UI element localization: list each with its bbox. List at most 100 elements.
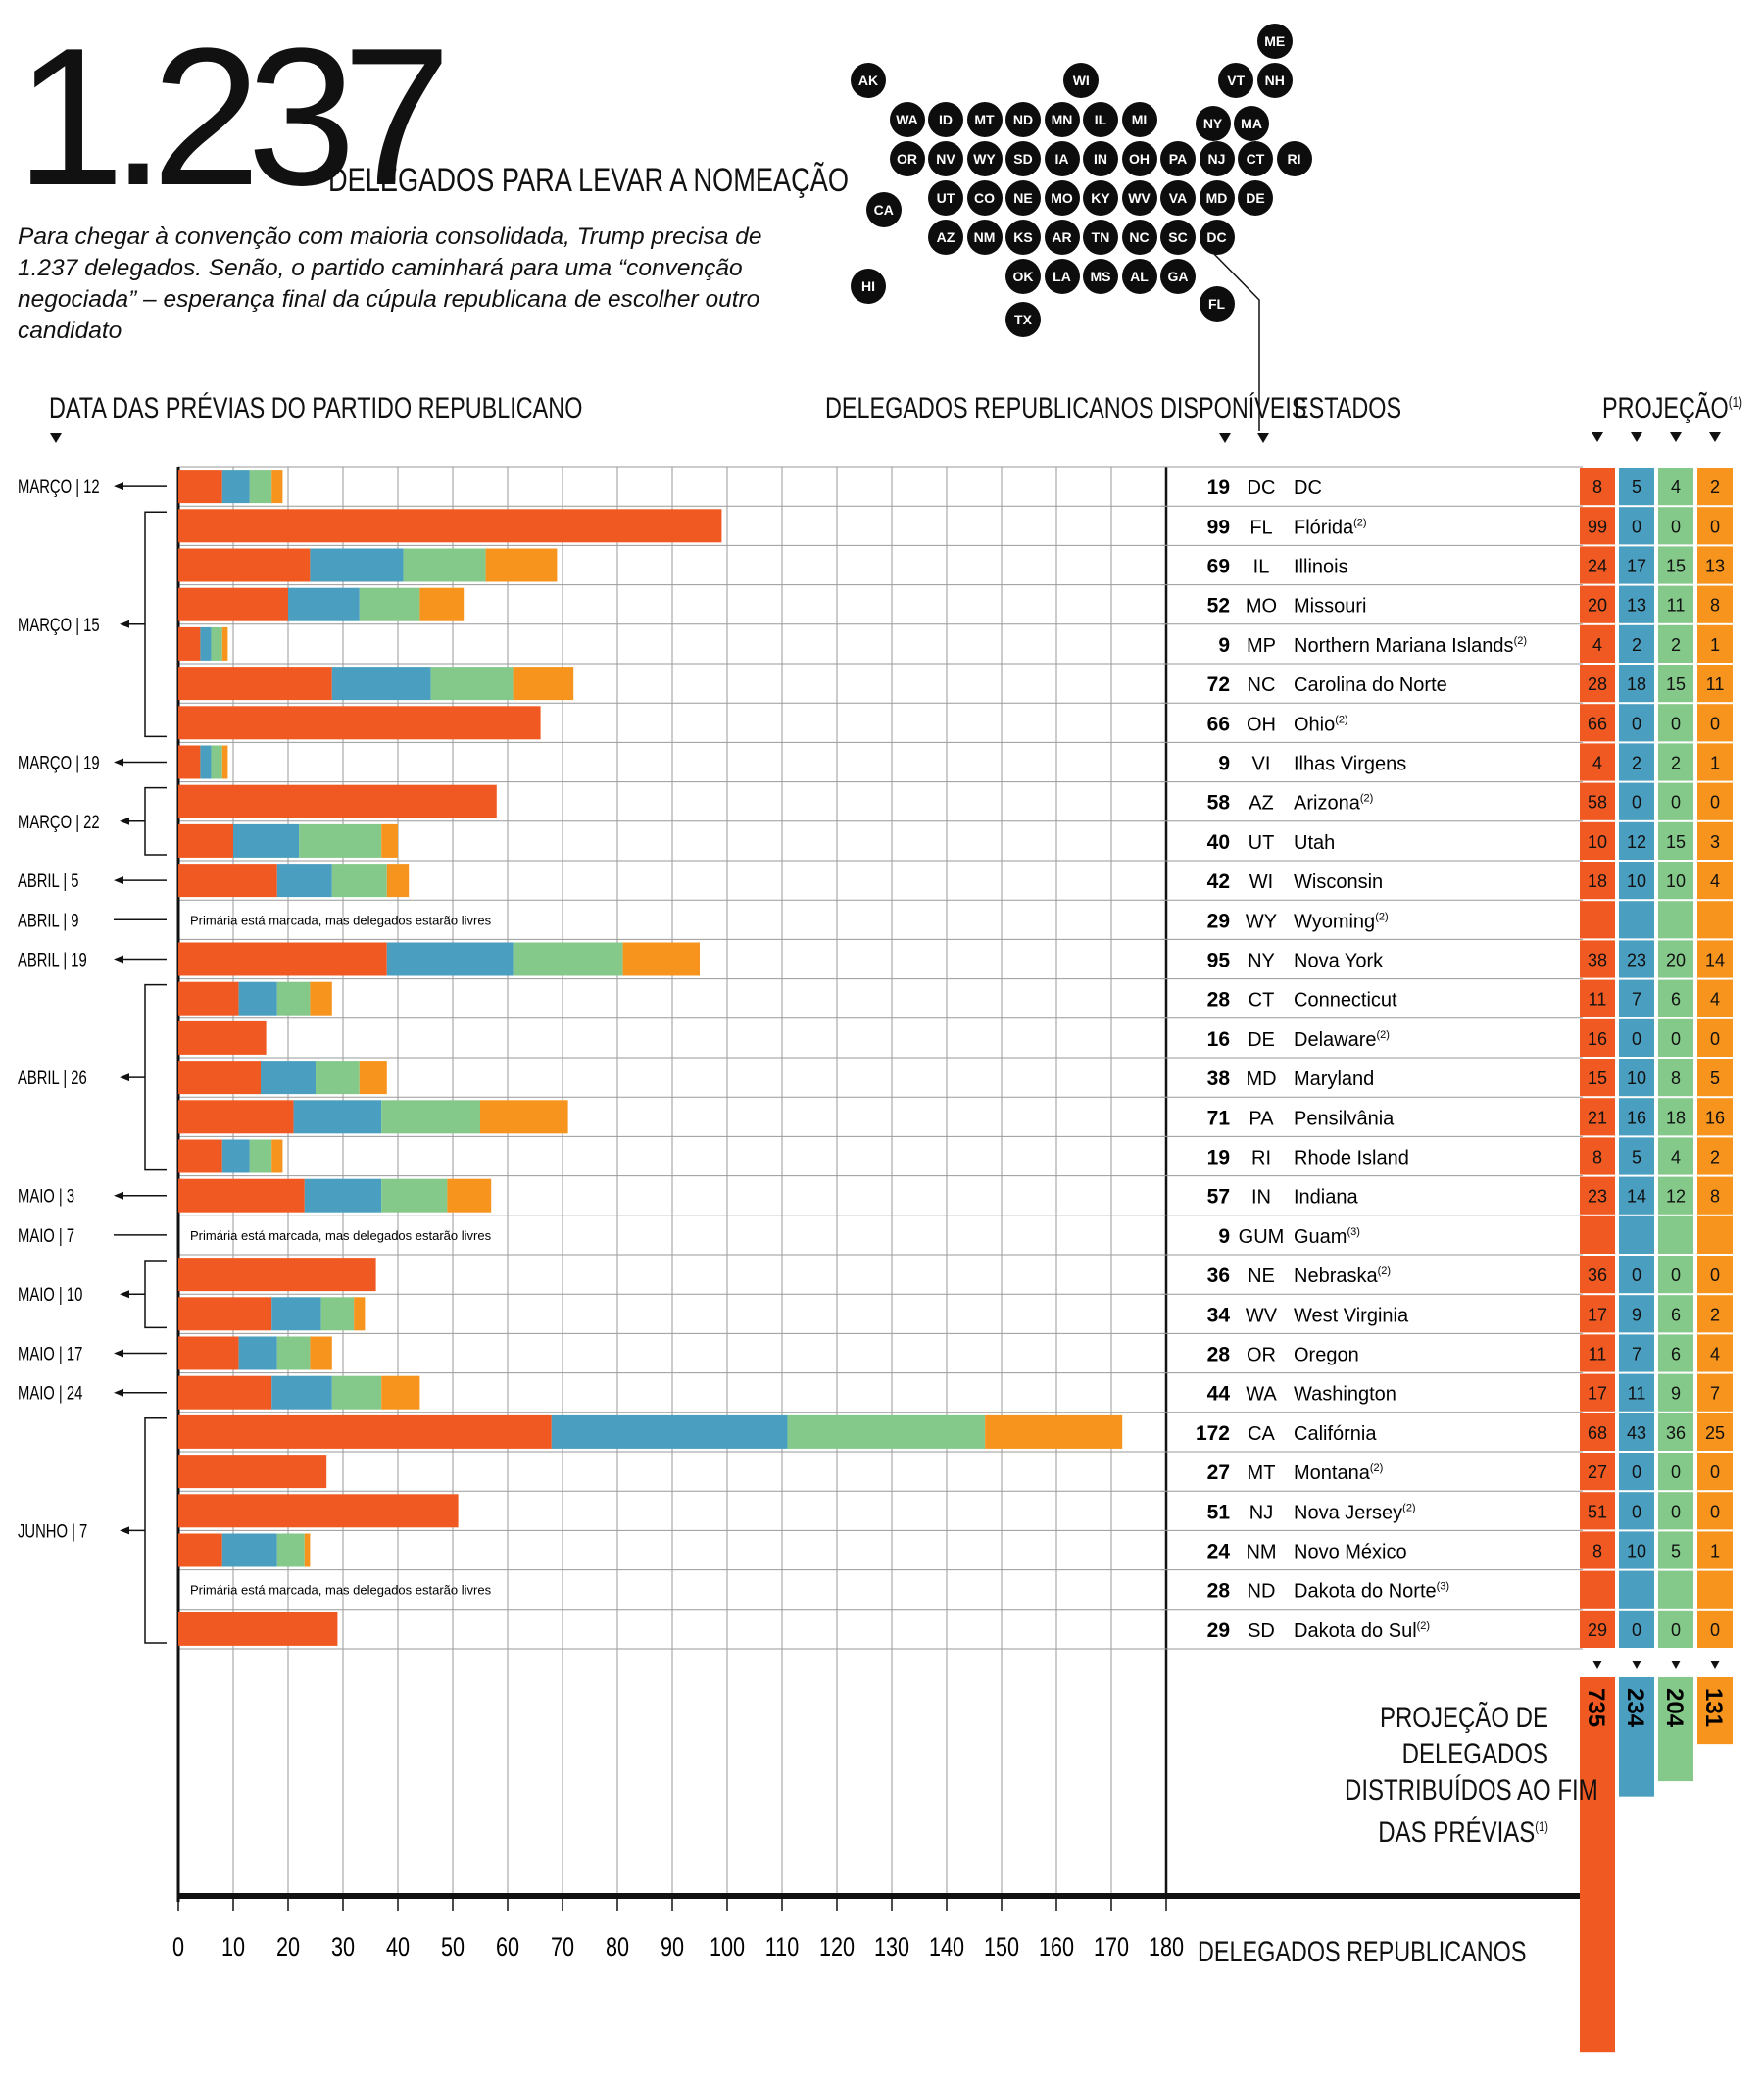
- proj-cell-ND-other: [1697, 1570, 1733, 1609]
- bar-CA-cruz: [551, 1414, 788, 1449]
- map-state-va: VA: [1160, 180, 1196, 216]
- bar-NY-kasich: [513, 942, 623, 976]
- state-DC: DC: [1294, 477, 1322, 499]
- state-name: West Virginia: [1294, 1305, 1409, 1326]
- bar-NC-kasich: [430, 667, 514, 701]
- map-state-ks: KS: [1005, 220, 1041, 255]
- proj-value-MP-cruz: 2: [1632, 635, 1642, 655]
- proj-value-OH-cruz: 0: [1632, 714, 1642, 733]
- x-tick-label-70: 70: [551, 1933, 574, 1962]
- proj-cell-NY-trump: [1580, 940, 1615, 978]
- proj-value-IN-cruz: 14: [1627, 1187, 1646, 1207]
- bar-NE-trump: [178, 1258, 376, 1292]
- bar-NC-cruz: [331, 667, 431, 701]
- proj-cell-CA-cruz: [1619, 1413, 1654, 1451]
- proj-value-MP-kasich: 2: [1671, 635, 1681, 655]
- bar-IN-trump: [178, 1178, 305, 1213]
- map-state-sd: SD: [1005, 141, 1041, 176]
- proj-cell-WY-cruz: [1619, 901, 1654, 939]
- proj-cell-AZ-cruz: [1619, 782, 1654, 820]
- bar-CT-other: [310, 981, 332, 1016]
- bar-WA-kasich: [331, 1375, 382, 1410]
- x-tick-label-150: 150: [984, 1933, 1019, 1962]
- proj-value-MT-trump: 27: [1588, 1463, 1607, 1482]
- map-state-ct: CT: [1238, 141, 1273, 176]
- proj-cell-OR-trump: [1580, 1334, 1615, 1372]
- proj-cell-AZ-trump: [1580, 782, 1615, 820]
- state-name: Montana: [1294, 1463, 1371, 1484]
- proj-value-FL-other: 0: [1710, 517, 1720, 536]
- date-arrow-icon: [114, 1349, 123, 1358]
- proj-cell-RI-cruz: [1619, 1137, 1654, 1175]
- available-CA: 172: [1196, 1422, 1230, 1445]
- abbr-SD: SD: [1248, 1620, 1275, 1642]
- proj-value-CA-other: 25: [1705, 1423, 1725, 1443]
- proj-value-WV-trump: 17: [1588, 1305, 1607, 1324]
- proj-cell-PA-other: [1697, 1098, 1733, 1136]
- dates-header: DATA DAS PRÉVIAS DO PARTIDO REPUBLICANO: [49, 392, 583, 424]
- state-name: Flórida: [1294, 517, 1354, 538]
- proj-foot-arrow-other: [1710, 1661, 1720, 1669]
- bar-PA-cruz: [293, 1100, 382, 1134]
- date-label: JUNHO | 7: [18, 1521, 87, 1542]
- map-state-or: OR: [889, 141, 925, 176]
- proj-cell-SD-cruz: [1619, 1610, 1654, 1648]
- bar-WA-other: [381, 1375, 420, 1410]
- map-state-in: IN: [1083, 141, 1118, 176]
- bar-MP-trump: [178, 626, 201, 661]
- proj-value-NM-trump: 8: [1592, 1542, 1602, 1562]
- abbr-AZ: AZ: [1249, 793, 1274, 815]
- proj-cell-RI-other: [1697, 1137, 1733, 1175]
- proj-value-UT-cruz: 12: [1627, 832, 1646, 852]
- abbr-NY: NY: [1248, 951, 1275, 972]
- proj-cell-MP-other: [1697, 624, 1733, 663]
- map-state-il: IL: [1083, 102, 1118, 137]
- date-label: MARÇO | 12: [18, 476, 100, 497]
- state-RI: Rhode Island: [1294, 1148, 1409, 1169]
- bar-CA-kasich: [787, 1414, 986, 1449]
- proj-value-OR-other: 4: [1710, 1345, 1720, 1364]
- proj-value-CA-cruz: 43: [1627, 1423, 1646, 1443]
- available-header-arrow-icon: [1219, 433, 1231, 443]
- proj-cell-NY-other: [1697, 940, 1733, 978]
- proj-value-RI-kasich: 4: [1671, 1148, 1681, 1167]
- state-footnote: (2): [1378, 1265, 1391, 1277]
- abbr-DE: DE: [1248, 1029, 1275, 1051]
- proj-cell-ND-trump: [1580, 1570, 1615, 1609]
- map-state-wa: WA: [889, 102, 925, 137]
- proj-cell-MP-trump: [1580, 624, 1615, 663]
- proj-cell-FL-cruz: [1619, 507, 1654, 545]
- proj-cell-FL-other: [1697, 507, 1733, 545]
- states-abbr-arrow-icon: [1257, 433, 1269, 443]
- bar-RI-trump: [178, 1139, 222, 1173]
- proj-cell-GUM-cruz: [1619, 1215, 1654, 1254]
- proj-cell-CT-trump: [1580, 979, 1615, 1017]
- map-state-wv: WV: [1121, 180, 1157, 216]
- map-state-ca: CA: [865, 192, 902, 227]
- proj-value-WV-cruz: 9: [1632, 1305, 1642, 1324]
- proj-cell-IN-other: [1697, 1176, 1733, 1215]
- state-name: DC: [1294, 477, 1322, 499]
- proj-value-UT-other: 3: [1710, 832, 1720, 852]
- x-tick-label-50: 50: [441, 1933, 465, 1962]
- proj-cell-WY-other: [1697, 901, 1733, 939]
- state-name: Arizona: [1294, 793, 1361, 815]
- proj-value-AZ-trump: 58: [1588, 793, 1607, 813]
- bar-NM-other: [304, 1533, 311, 1567]
- bar-PA-kasich: [381, 1100, 480, 1134]
- bar-WI-other: [386, 864, 410, 898]
- proj-cell-SD-other: [1697, 1610, 1733, 1648]
- total-value-trump: 735: [1583, 1688, 1609, 1727]
- bar-CT-cruz: [238, 981, 277, 1016]
- x-tick-label-20: 20: [276, 1933, 300, 1962]
- state-MD: Maryland: [1294, 1068, 1374, 1090]
- proj-cell-NM-kasich: [1658, 1531, 1693, 1569]
- proj-cell-PA-cruz: [1619, 1098, 1654, 1136]
- bar-DE-trump: [178, 1020, 267, 1055]
- proj-cell-NY-cruz: [1619, 940, 1654, 978]
- date-arrow-icon: [114, 482, 123, 491]
- proj-value-DE-trump: 16: [1588, 1029, 1607, 1049]
- x-tick-label-100: 100: [710, 1933, 745, 1962]
- x-tick-label-170: 170: [1094, 1933, 1129, 1962]
- map-state-nv: NV: [928, 141, 963, 176]
